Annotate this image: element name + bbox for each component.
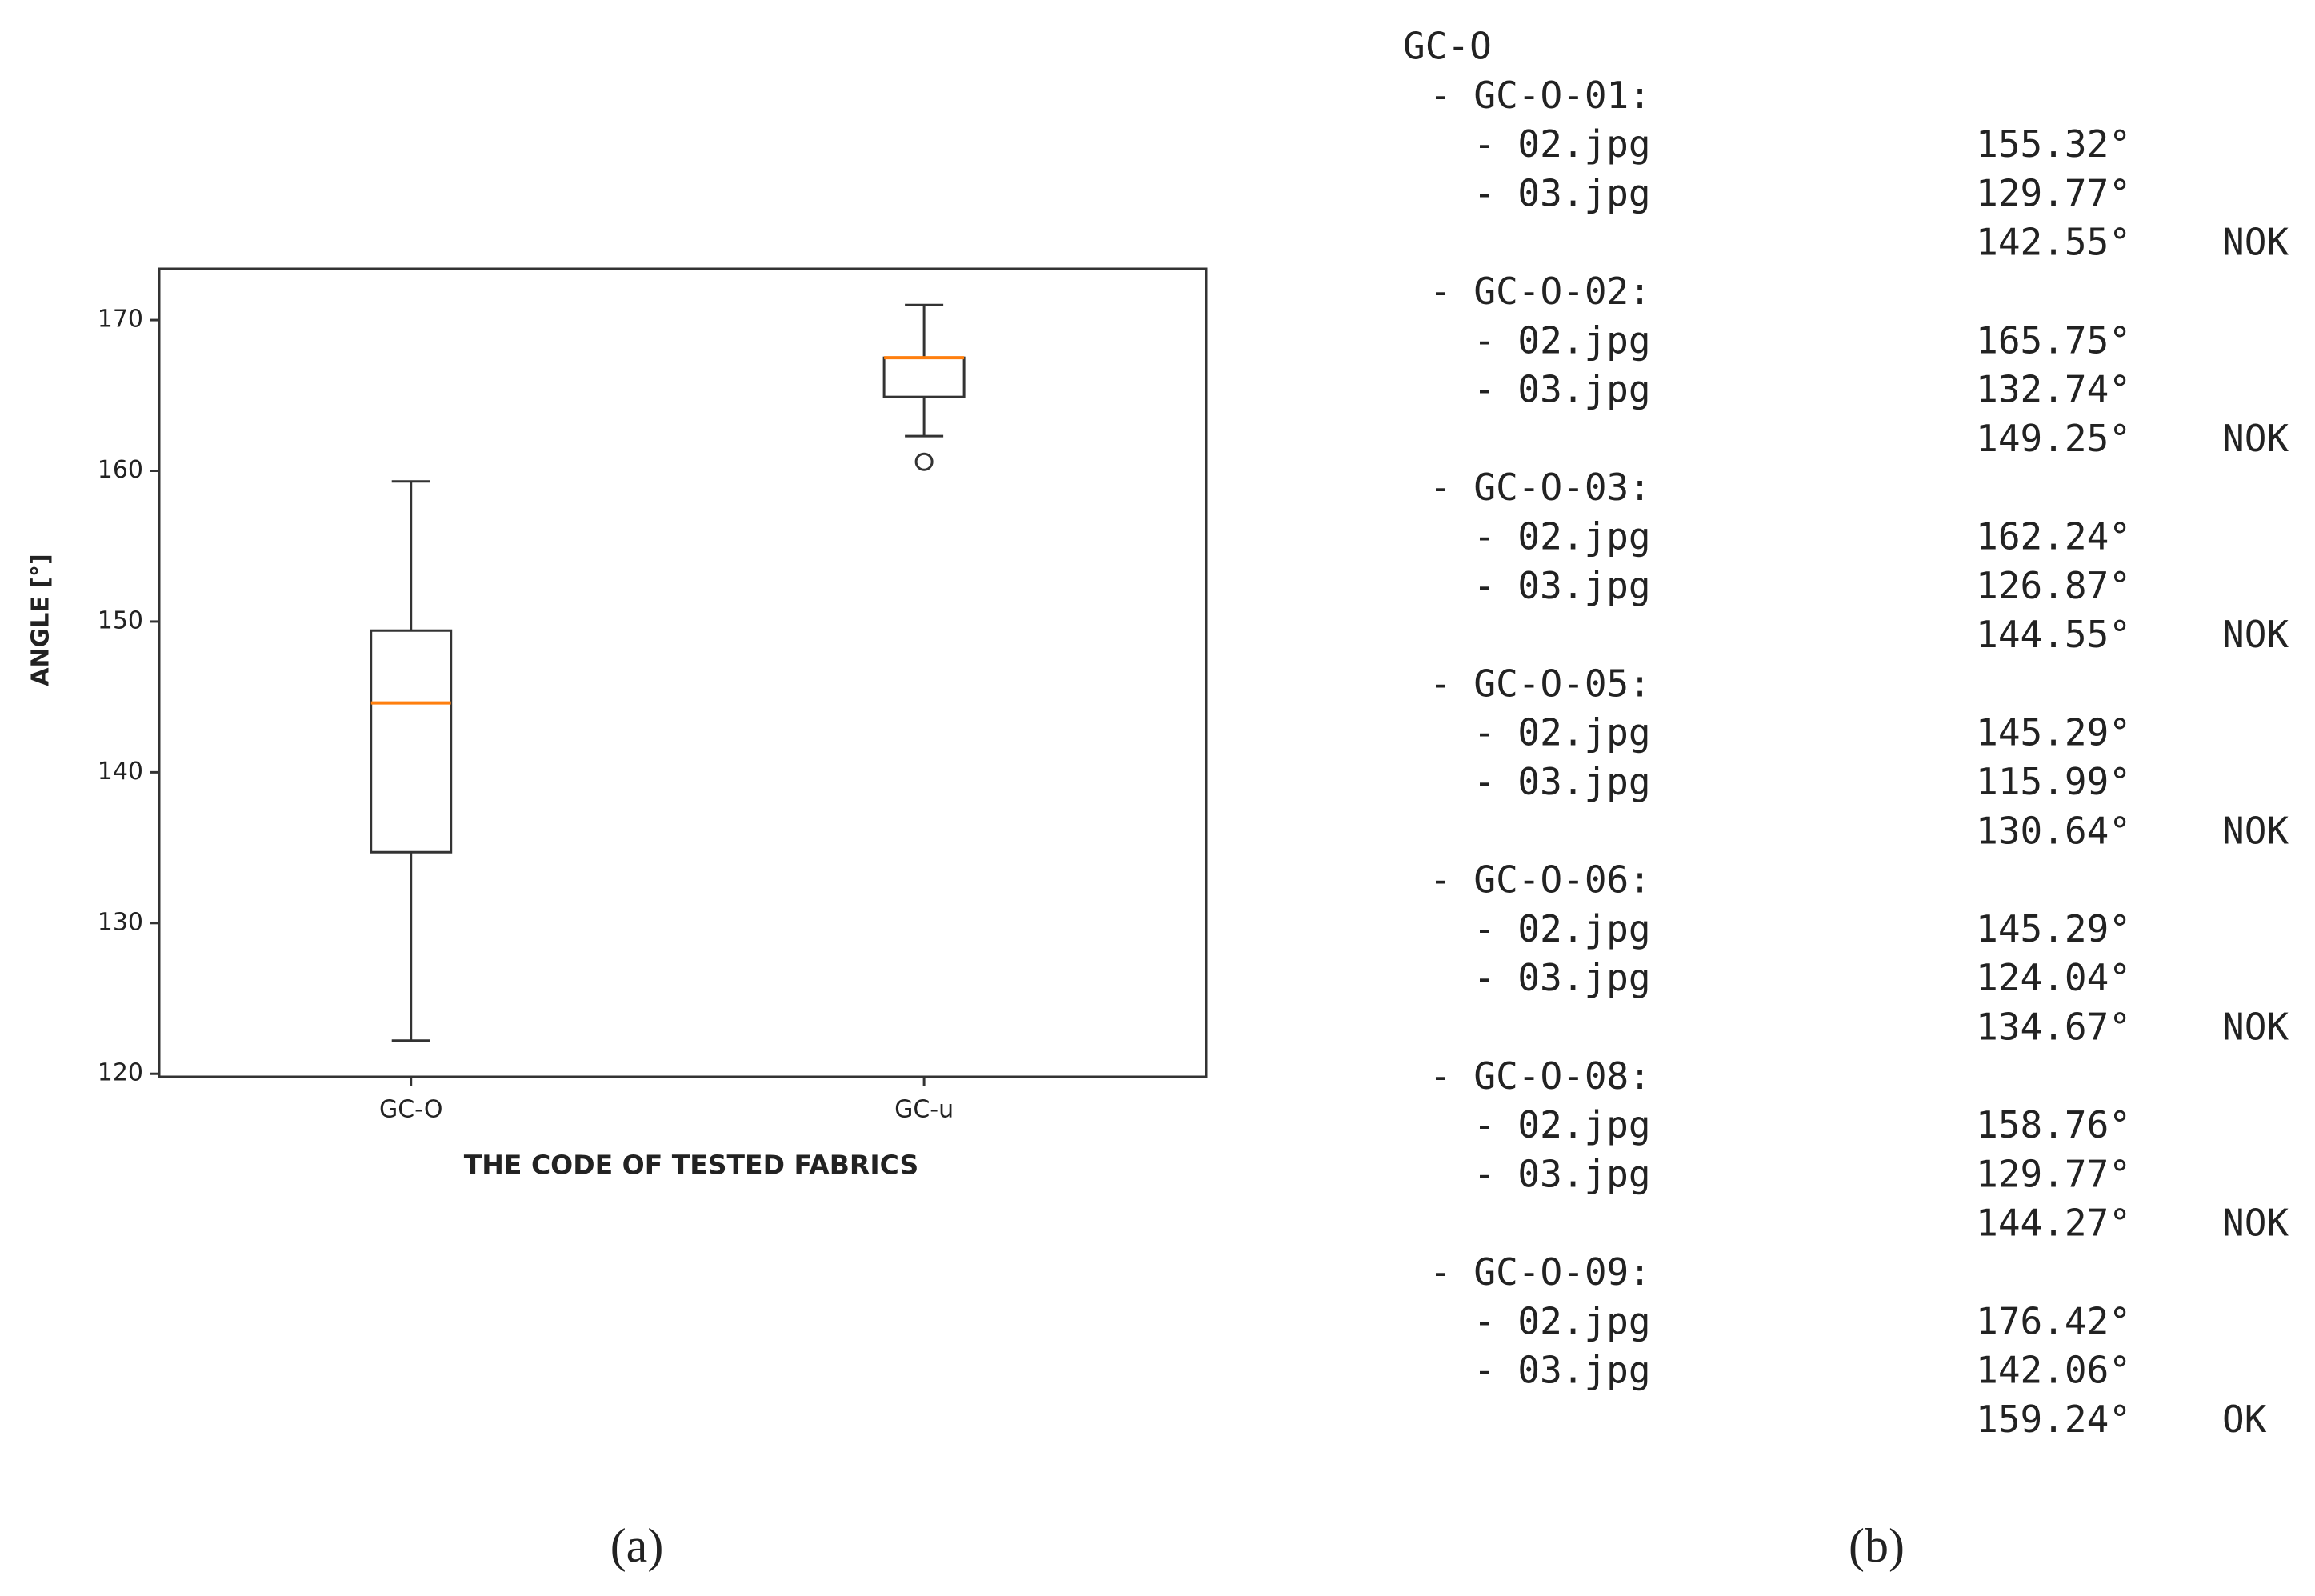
mean-angle: 149.25° xyxy=(1976,417,2131,460)
y-axis-label: ANGLE [°] xyxy=(27,554,55,686)
mean-angle: 142.55° xyxy=(1976,221,2131,264)
file-name: - 03.jpg xyxy=(1473,368,1651,411)
file-angle: 142.06° xyxy=(1976,1349,2131,1392)
file-angle: 132.74° xyxy=(1976,368,2131,411)
y-tick-label: 150 xyxy=(98,606,143,634)
x-tick-label: GC-u xyxy=(894,1096,954,1124)
y-tick-label: 140 xyxy=(98,758,143,786)
group-name: - GC-O-05: xyxy=(1429,662,1651,705)
listing-title: GC-O xyxy=(1403,25,1492,68)
box xyxy=(370,629,453,854)
status: NOK xyxy=(2222,417,2289,460)
file-name: - 02.jpg xyxy=(1473,907,1651,950)
file-name: - 03.jpg xyxy=(1473,564,1651,607)
file-angle: 126.87° xyxy=(1976,564,2131,607)
axes-frame xyxy=(158,267,1208,1078)
file-angle: 162.24° xyxy=(1976,515,2131,558)
status: OK xyxy=(2222,1398,2267,1441)
file-angle: 165.75° xyxy=(1976,318,2131,362)
y-tick-label: 170 xyxy=(98,306,143,334)
file-name: - 02.jpg xyxy=(1473,122,1651,166)
file-angle: 155.32° xyxy=(1976,122,2131,166)
file-angle: 158.76° xyxy=(1976,1103,2131,1146)
file-angle: 115.99° xyxy=(1976,760,2131,803)
x-axis-label: THE CODE OF TESTED FABRICS xyxy=(464,1150,918,1181)
file-name: - 03.jpg xyxy=(1473,171,1651,214)
group-name: - GC-O-02: xyxy=(1429,270,1651,313)
status: NOK xyxy=(2222,1006,2289,1049)
file-angle: 124.04° xyxy=(1976,956,2131,999)
file-name: - 02.jpg xyxy=(1473,515,1651,558)
file-angle: 129.77° xyxy=(1976,171,2131,214)
group-name: - GC-O-09: xyxy=(1429,1250,1651,1294)
mean-angle: 159.24° xyxy=(1976,1398,2131,1441)
group-name: - GC-O-06: xyxy=(1429,858,1651,902)
x-tick-label: GC-O xyxy=(379,1096,442,1124)
status: NOK xyxy=(2222,1202,2289,1245)
file-angle: 145.29° xyxy=(1976,711,2131,754)
y-tick-label: 130 xyxy=(98,908,143,936)
mean-angle: 130.64° xyxy=(1976,809,2131,852)
file-angle: 176.42° xyxy=(1976,1299,2131,1342)
file-name: - 02.jpg xyxy=(1473,318,1651,362)
file-name: - 02.jpg xyxy=(1473,1103,1651,1146)
mean-angle: 144.27° xyxy=(1976,1202,2131,1245)
file-name: - 02.jpg xyxy=(1473,1299,1651,1342)
file-name: - 03.jpg xyxy=(1473,1349,1651,1392)
status: NOK xyxy=(2222,221,2289,264)
flier xyxy=(914,452,934,471)
mean-angle: 144.55° xyxy=(1976,613,2131,656)
status: NOK xyxy=(2222,809,2289,852)
file-name: - 03.jpg xyxy=(1473,760,1651,803)
mean-angle: 134.67° xyxy=(1976,1006,2131,1049)
group-name: - GC-O-08: xyxy=(1429,1054,1651,1098)
file-name: - 02.jpg xyxy=(1473,711,1651,754)
status: NOK xyxy=(2222,613,2289,656)
group-name: - GC-O-01: xyxy=(1429,74,1651,117)
group-name: - GC-O-03: xyxy=(1429,466,1651,509)
y-tick-label: 120 xyxy=(98,1059,143,1087)
box xyxy=(882,356,966,398)
file-name: - 03.jpg xyxy=(1473,1152,1651,1195)
panel-label: (b) xyxy=(1849,1519,1905,1572)
file-angle: 129.77° xyxy=(1976,1152,2131,1195)
panel-label: (a) xyxy=(610,1519,664,1572)
file-angle: 145.29° xyxy=(1976,907,2131,950)
file-name: - 03.jpg xyxy=(1473,956,1651,999)
y-tick-label: 160 xyxy=(98,456,143,484)
